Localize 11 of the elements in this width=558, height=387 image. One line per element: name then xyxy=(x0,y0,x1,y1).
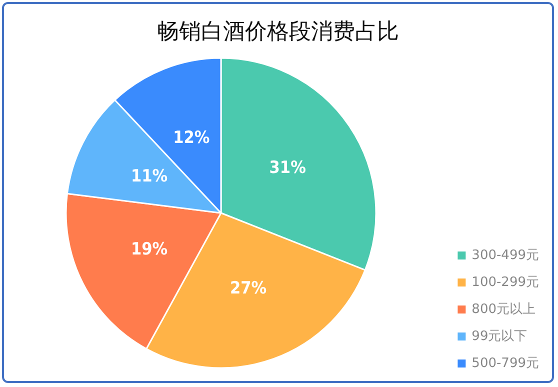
data-label: 27% xyxy=(230,278,267,299)
data-label: 31% xyxy=(269,158,306,178)
data-label: 11% xyxy=(130,166,168,186)
legend-label: 800元以上 xyxy=(472,302,536,317)
legend-label: 300-499元 xyxy=(472,248,540,263)
legend-label: 99元以下 xyxy=(472,329,528,344)
data-label: 19% xyxy=(130,240,168,260)
legend-label: 100-299元 xyxy=(472,275,540,290)
legend-label: 500-799元 xyxy=(472,356,540,371)
data-label: 12% xyxy=(173,128,210,148)
chart-title: 畅销白酒价格段消费占比 xyxy=(157,20,399,44)
